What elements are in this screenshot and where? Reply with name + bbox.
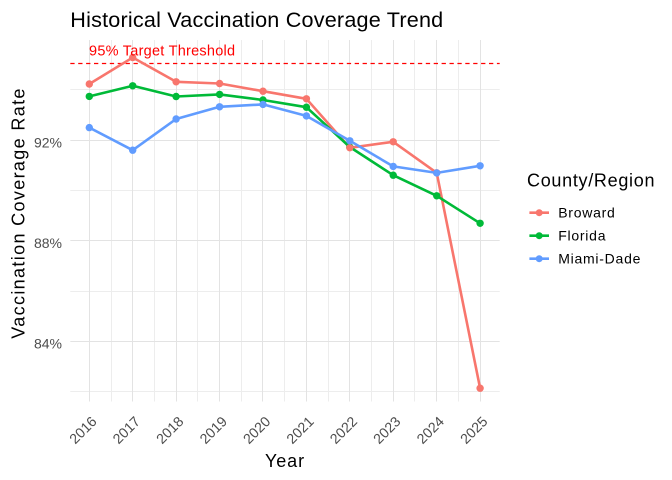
svg-text:Florida: Florida (558, 228, 606, 244)
svg-text:Broward: Broward (558, 205, 615, 221)
svg-text:92%: 92% (34, 135, 62, 151)
svg-text:County/Region: County/Region (527, 171, 655, 191)
svg-text:Historical Vaccination Coverag: Historical Vaccination Coverage Trend (70, 7, 443, 32)
svg-text:95% Target Threshold: 95% Target Threshold (89, 44, 235, 60)
svg-text:88%: 88% (34, 235, 62, 251)
svg-text:Year: Year (265, 451, 305, 471)
svg-text:Miami-Dade: Miami-Dade (558, 251, 641, 267)
svg-text:84%: 84% (34, 336, 62, 352)
svg-text:Vaccination Coverage Rate: Vaccination Coverage Rate (9, 87, 29, 339)
